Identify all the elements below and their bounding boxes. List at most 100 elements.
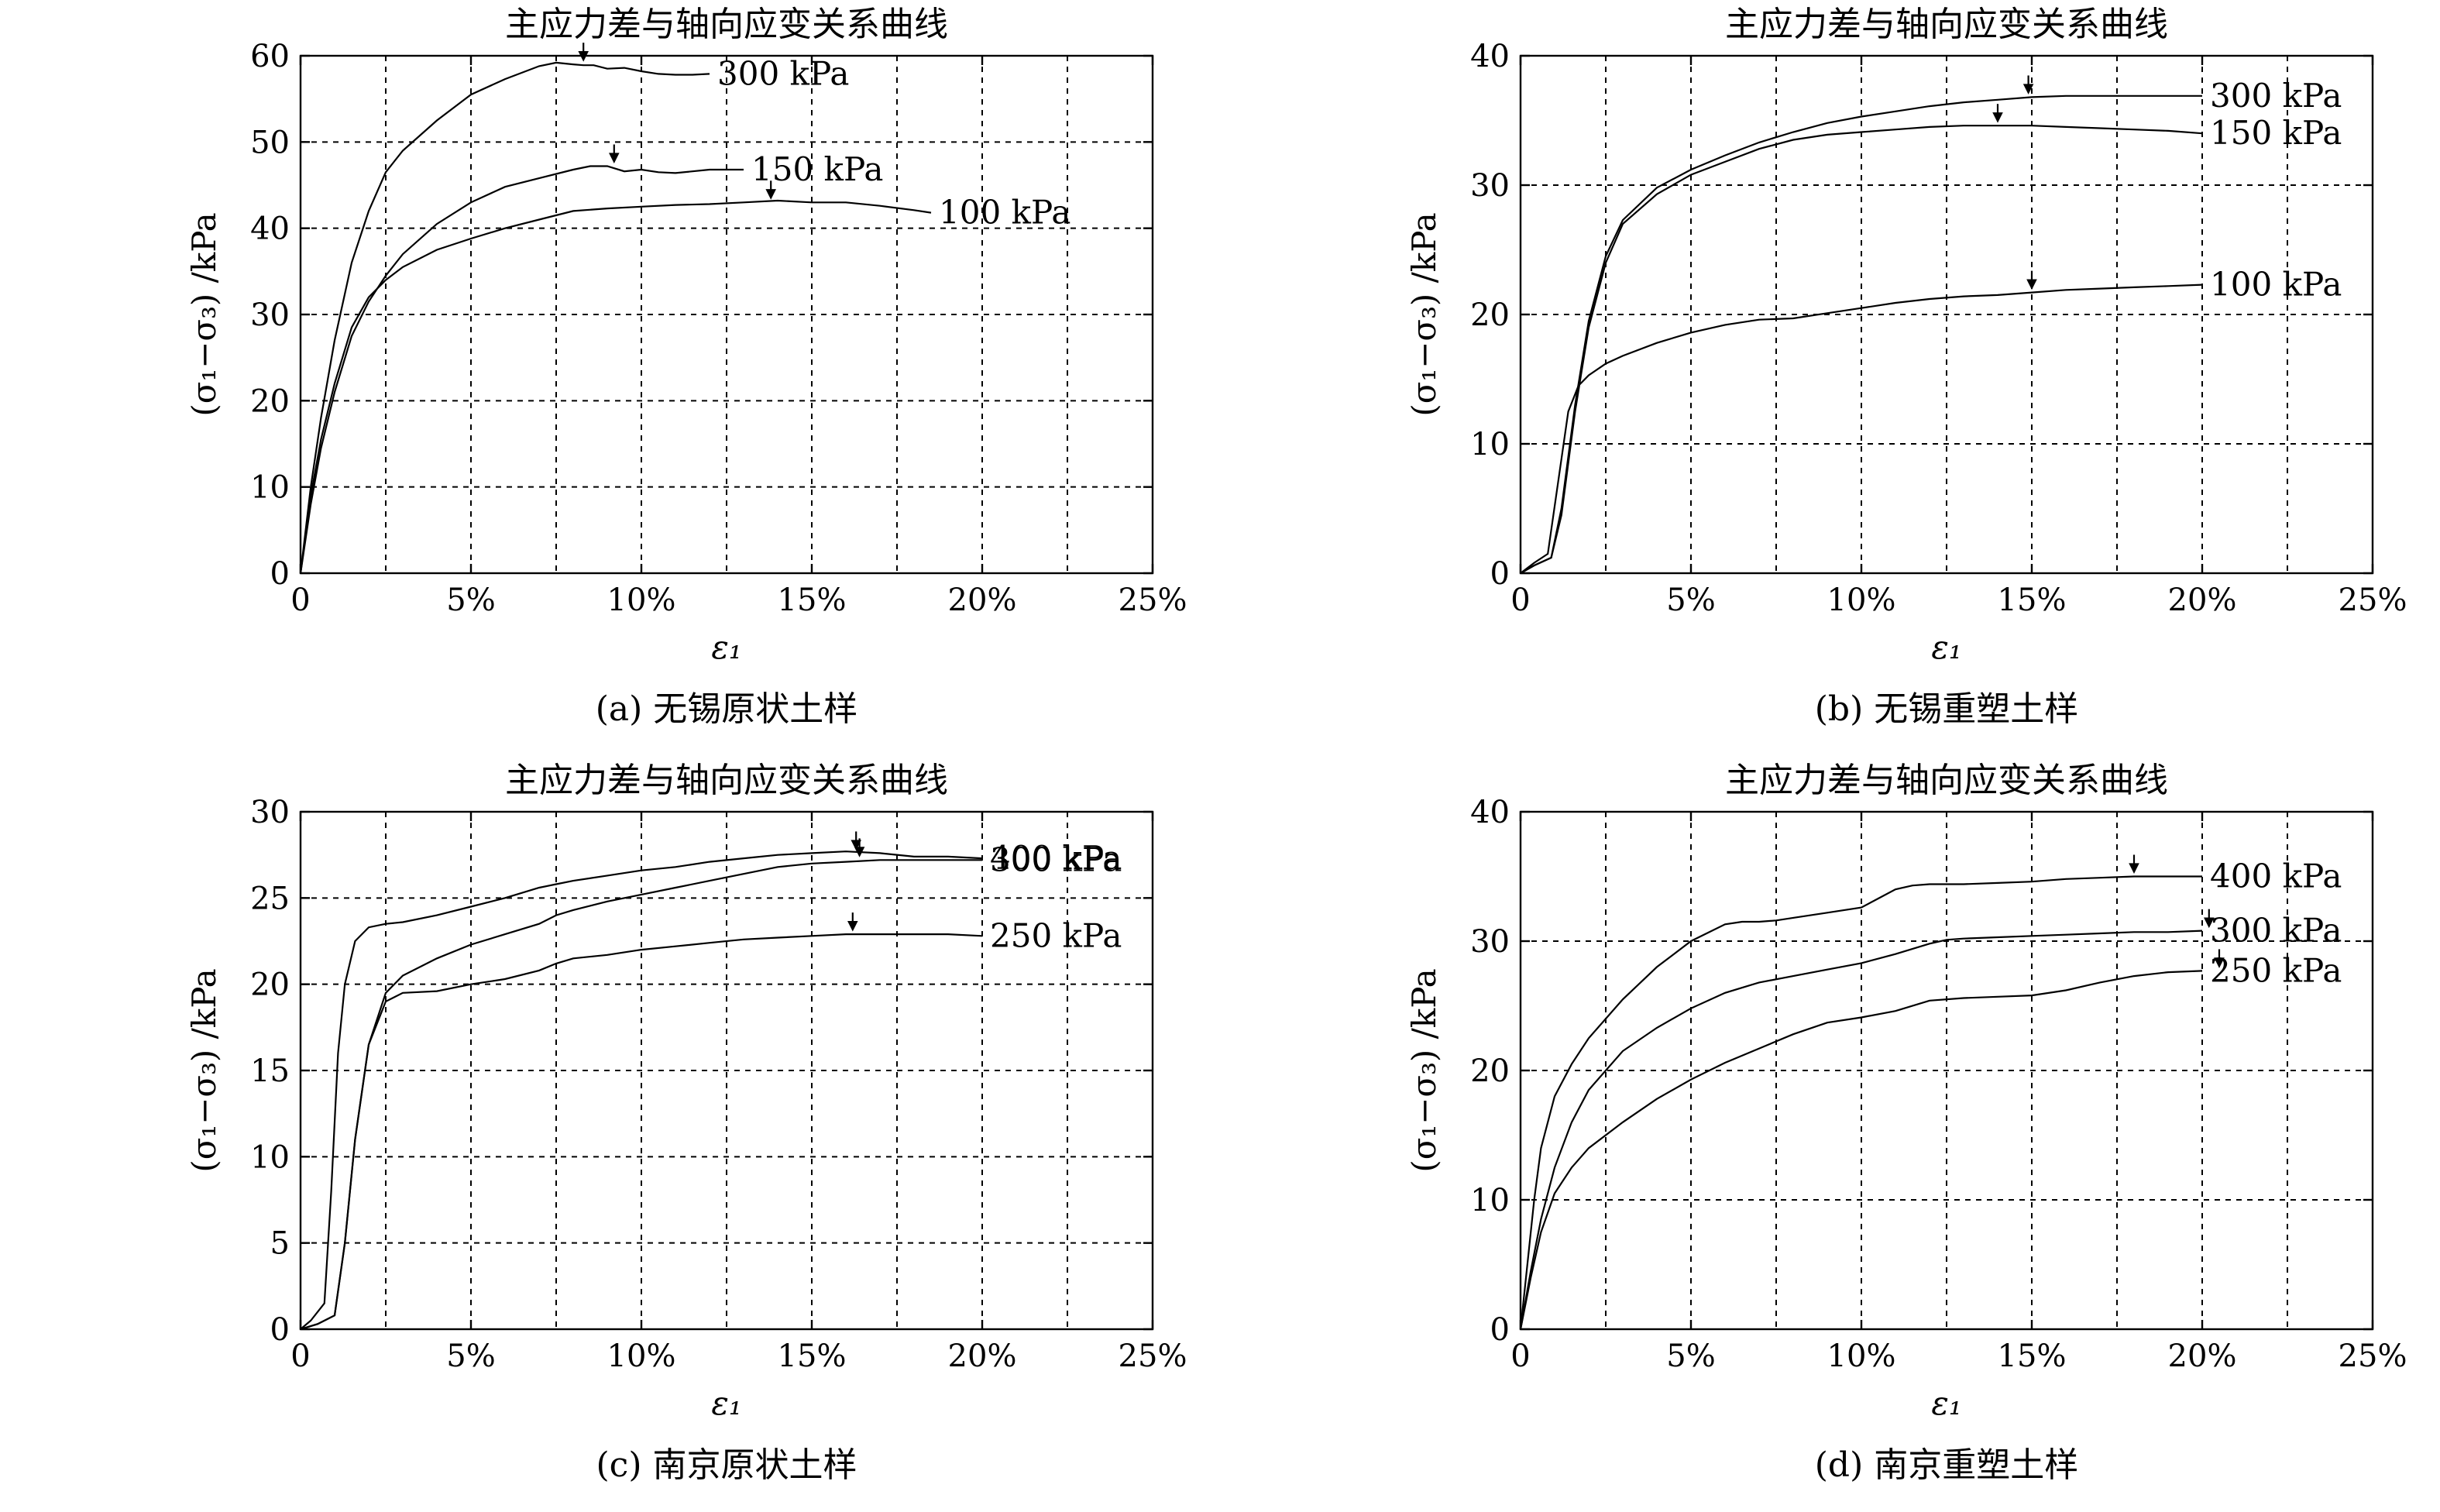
peak-arrow-icon: [578, 43, 589, 62]
x-tick-label: 15%: [778, 582, 847, 618]
y-tick-label: 25: [250, 881, 290, 916]
y-tick-label: 60: [250, 39, 290, 74]
grid: [301, 811, 1153, 1329]
y-tick-label: 5: [270, 1226, 290, 1262]
series-line-400-kpa: [300, 850, 983, 1330]
chart-svg: 主应力差与轴向应变关系曲线 0 5% 10% 15% 20% 25% 0 10 20 30 40 ε₁ (…: [1405, 761, 2407, 1485]
x-tick-label: 5%: [446, 582, 495, 618]
series-line-300-kpa: [299, 61, 710, 574]
series-group: 300 kPa 150 kPa 100 kPa: [299, 54, 1071, 574]
x-tick-label: 15%: [1998, 582, 2067, 618]
series-label: 300 kPa: [2210, 77, 2342, 115]
x-tick-label: 20%: [2168, 1338, 2237, 1374]
chart-caption: (c) 南京原状土样: [596, 1445, 857, 1485]
x-tick-label: 25%: [2339, 1338, 2407, 1374]
series-label: 100 kPa: [2210, 266, 2342, 304]
y-tick-label: 40: [1470, 39, 1510, 74]
x-tick-label: 5%: [1666, 582, 1715, 618]
y-tick-label: 30: [250, 297, 290, 333]
peak-arrow-icon: [847, 912, 858, 932]
series-line-100-kpa: [1520, 284, 2203, 574]
y-tick-label: 20: [1470, 297, 1510, 333]
peak-arrow-icon: [609, 144, 620, 163]
chart-panel-c: 主应力差与轴向应变关系曲线 0 5% 10% 15% 20% 25% 0 5 10 15 20 25 30…: [0, 756, 1220, 1512]
y-tick-label: 15: [250, 1053, 290, 1089]
x-axis-label: ε₁: [1931, 628, 1961, 666]
chart-panel-a: 主应力差与轴向应变关系曲线 0 5% 10% 15% 20% 25% 0 10 20 30 40 50 6…: [0, 0, 1220, 756]
y-tick-label: 40: [1470, 795, 1510, 830]
series-label: 300 kPa: [2210, 912, 2342, 950]
series-label: 150 kPa: [751, 150, 883, 188]
chart-title: 主应力差与轴向应变关系曲线: [1725, 5, 2168, 44]
series-label: 100 kPa: [939, 194, 1071, 232]
y-axis-label: (σ₁−σ₃) /kPa: [1405, 212, 1443, 416]
chart-title: 主应力差与轴向应变关系曲线: [505, 5, 948, 44]
series-label: 300 kPa: [717, 54, 849, 92]
y-tick-label: 0: [1490, 556, 1510, 592]
x-axis-label: ε₁: [711, 1384, 741, 1422]
peak-arrow-icon: [2204, 909, 2215, 929]
x-tick-label: 5%: [1666, 1338, 1715, 1374]
x-tick-label: 25%: [1119, 582, 1187, 618]
series-label: 400 kPa: [990, 839, 1122, 877]
series-line-300-kpa: [1520, 94, 2202, 574]
x-axis-label: ε₁: [1931, 1384, 1961, 1422]
y-tick-label: 30: [1470, 168, 1510, 204]
x-tick-label: 10%: [607, 582, 676, 618]
y-tick-label: 40: [250, 211, 290, 247]
x-tick-label: 20%: [2168, 582, 2237, 618]
x-tick-label: 10%: [1827, 582, 1896, 618]
x-tick-label: 15%: [778, 1338, 847, 1374]
peak-arrow-icon: [2022, 75, 2034, 94]
peak-arrow-icon: [765, 180, 776, 200]
chart-svg: 主应力差与轴向应变关系曲线 0 5% 10% 15% 20% 25% 0 10 20 30 40 ε₁ (…: [1405, 5, 2407, 729]
y-tick-label: 20: [1470, 1053, 1510, 1089]
x-tick-label: 0: [1510, 582, 1530, 618]
series-line-300-kpa: [1519, 930, 2203, 1330]
y-tick-label: 20: [250, 383, 290, 419]
peak-arrow-icon: [2026, 270, 2037, 290]
series-label: 400 kPa: [2210, 857, 2342, 895]
series-label: 250 kPa: [2210, 951, 2342, 989]
chart-panel-b: 主应力差与轴向应变关系曲线 0 5% 10% 15% 20% 25% 0 10 20 30 40 ε₁ (…: [1220, 0, 2440, 756]
peak-arrow-icon: [1992, 104, 2003, 123]
chart-caption: (b) 无锡重塑土样: [1815, 689, 2078, 729]
x-tick-label: 5%: [446, 1338, 495, 1374]
y-tick-label: 0: [270, 1312, 290, 1348]
x-tick-label: 10%: [1827, 1338, 1896, 1374]
y-axis-label: (σ₁−σ₃) /kPa: [185, 968, 223, 1172]
peak-arrow-icon: [854, 838, 865, 857]
y-tick-label: 10: [250, 470, 290, 506]
chart-svg: 主应力差与轴向应变关系曲线 0 5% 10% 15% 20% 25% 0 5 10 15 20 25 30…: [185, 761, 1187, 1485]
grid: [301, 55, 1153, 573]
series-line-250-kpa: [1519, 970, 2203, 1330]
y-tick-label: 10: [1470, 427, 1510, 462]
peak-arrow-icon: [851, 831, 861, 850]
y-tick-label: 50: [250, 125, 290, 160]
chart-svg: 主应力差与轴向应变关系曲线 0 5% 10% 15% 20% 25% 0 10 20 30 40 50 6…: [185, 5, 1187, 729]
y-tick-label: 10: [250, 1139, 290, 1175]
chart-title: 主应力差与轴向应变关系曲线: [1725, 761, 2168, 800]
x-tick-label: 20%: [948, 1338, 1017, 1374]
y-axis-label: (σ₁−σ₃) /kPa: [185, 212, 223, 416]
chart-caption: (d) 南京重塑土样: [1815, 1445, 2078, 1485]
x-tick-label: 25%: [1119, 1338, 1187, 1374]
chart-title: 主应力差与轴向应变关系曲线: [505, 761, 948, 800]
series-line-150-kpa: [299, 165, 744, 574]
peak-arrow-icon: [2129, 854, 2139, 874]
peak-arrow-icon: [2214, 949, 2225, 968]
y-tick-label: 20: [250, 967, 290, 1003]
series-line-250-kpa: [300, 933, 983, 1331]
x-tick-label: 0: [290, 1338, 310, 1374]
series-line-100-kpa: [299, 199, 932, 574]
series-label: 150 kPa: [2210, 114, 2342, 152]
series-label: 250 kPa: [990, 916, 1122, 954]
y-tick-label: 30: [250, 795, 290, 830]
y-tick-label: 0: [270, 556, 290, 592]
y-tick-label: 0: [1490, 1312, 1510, 1348]
x-tick-label: 15%: [1998, 1338, 2067, 1374]
series-line-150-kpa: [1520, 125, 2203, 574]
